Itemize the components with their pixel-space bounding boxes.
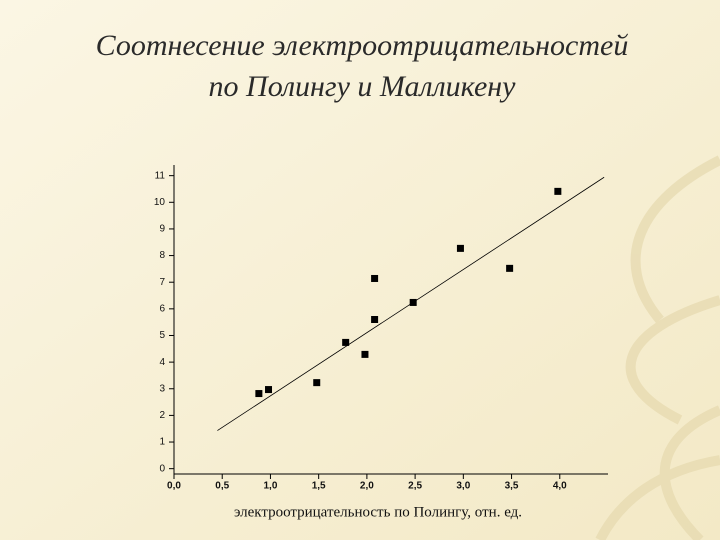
point bbox=[371, 274, 379, 282]
x-tick-label: 3,0 bbox=[456, 481, 470, 492]
point bbox=[342, 338, 350, 346]
point bbox=[255, 390, 263, 398]
x-tick-label: 1,5 bbox=[312, 481, 326, 492]
y-tick-label: 5 bbox=[159, 330, 165, 341]
x-axis-label: электроотрицательность по Полингу, отн. … bbox=[234, 504, 522, 520]
y-tick-label: 9 bbox=[159, 224, 165, 235]
point bbox=[265, 386, 273, 394]
point bbox=[371, 316, 379, 323]
x-tick-label: 2,5 bbox=[408, 481, 422, 492]
y-tick-label: 11 bbox=[155, 170, 166, 181]
chart-title: по Полингу и Малликену bbox=[209, 70, 517, 103]
x-tick-label: 2,0 bbox=[360, 481, 374, 492]
point bbox=[554, 187, 562, 195]
y-tick-label: 10 bbox=[154, 197, 166, 208]
y-tick-label: 4 bbox=[159, 357, 165, 368]
y-tick-label: 7 bbox=[159, 277, 165, 288]
y-tick-label: 3 bbox=[159, 383, 165, 394]
x-tick-label: 4,0 bbox=[553, 481, 567, 492]
y-tick-label: 6 bbox=[159, 303, 165, 314]
x-tick-label: 0,5 bbox=[215, 481, 229, 492]
y-tick-label: 8 bbox=[159, 250, 165, 261]
point bbox=[409, 298, 417, 306]
y-tick-label: 2 bbox=[159, 410, 165, 421]
y-tick-label: 0 bbox=[159, 463, 165, 474]
decoration bbox=[595, 155, 720, 540]
point bbox=[361, 350, 369, 358]
x-tick-label: 1,0 bbox=[263, 481, 277, 492]
x-tick-label: 3,5 bbox=[505, 481, 519, 492]
chart-title: Соотнесение электроотрицательностей bbox=[96, 29, 629, 62]
x-tick-label: 0,0 bbox=[167, 481, 181, 492]
point bbox=[313, 379, 321, 387]
point bbox=[456, 244, 464, 252]
y-tick-label: 1 bbox=[159, 437, 165, 448]
point bbox=[506, 264, 514, 272]
